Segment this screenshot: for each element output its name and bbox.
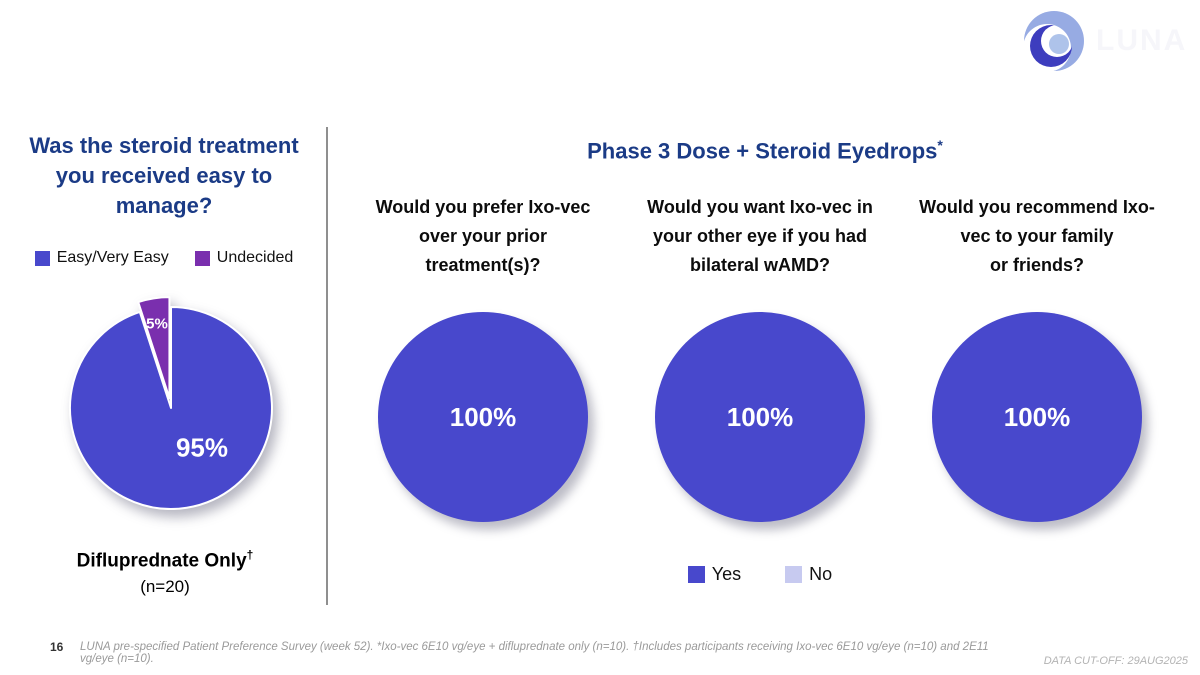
pie-100-other-eye: 100%	[655, 312, 865, 522]
legend-swatch-no	[785, 566, 803, 583]
pie-100-prefer: 100%	[378, 312, 588, 522]
legend-item-undecided: Undecided	[194, 249, 294, 267]
left-title-line: manage?	[115, 193, 213, 218]
pie-value-label: 100%	[726, 401, 794, 432]
legend-item-easy: Easy/Very Easy	[34, 249, 169, 267]
left-question-title: Was the steroid treatment you received e…	[0, 131, 328, 221]
dagger-superscript: †	[246, 548, 254, 562]
pie-95-5	[68, 296, 273, 510]
question-recommend: Would you recommend Ixo- vec to your fam…	[919, 197, 1155, 275]
caption-sample-size: (n=20)	[140, 577, 190, 597]
question-prefer-ixovec: Would you prefer Ixo-vec over your prior…	[375, 197, 591, 275]
left-title-line: you received easy to	[55, 163, 273, 188]
vertical-divider	[326, 127, 328, 605]
caption-group-name: Difluprednate Only†	[76, 548, 254, 572]
question-other-eye: Would you want Ixo-vec in your other eye…	[647, 197, 873, 275]
legend-item-no: No	[785, 564, 832, 585]
pie-value-label: 100%	[1003, 401, 1071, 432]
pie-slice-undecided	[137, 296, 171, 400]
legend-label-no: No	[809, 564, 833, 584]
left-pie-caption: Difluprednate Only† (n=20)	[0, 542, 330, 599]
page-number: 16	[50, 640, 64, 654]
pie-slice-easy-very-easy	[68, 306, 273, 510]
footnote-text: LUNA pre-specified Patient Preference Su…	[80, 641, 989, 665]
steroid-pie-chart: 5% 95%	[56, 288, 286, 523]
data-cutoff-text: DATA CUT-OFF: 29AUG2025	[1043, 655, 1188, 667]
pie-value-label: 100%	[449, 401, 517, 432]
right-section-title: Phase 3 Dose + Steroid Eyedrops*	[587, 137, 943, 164]
legend-swatch-yes	[687, 566, 705, 583]
crescent-logo-icon	[1018, 8, 1090, 80]
legend-label-undecided: Undecided	[216, 249, 294, 266]
legend-swatch-easy	[34, 250, 50, 266]
legend-item-yes: Yes	[687, 564, 742, 585]
left-pie-legend: Easy/Very Easy Undecided	[0, 249, 328, 267]
company-logo: LUNA	[1018, 8, 1188, 80]
pie-slice-label-major: 95%	[175, 432, 229, 463]
legend-label-yes: Yes	[711, 564, 742, 584]
legend-swatch-undecided	[194, 250, 210, 266]
left-title-line: Was the steroid treatment	[29, 133, 299, 158]
yes-no-legend: Yes No	[613, 564, 907, 585]
pie-slice-label-minor: 5%	[146, 315, 168, 333]
asterisk-superscript: *	[937, 137, 943, 153]
logo-wordmark: LUNA	[1096, 24, 1188, 57]
pie-100-recommend: 100%	[932, 312, 1142, 522]
legend-label-easy: Easy/Very Easy	[56, 249, 169, 266]
